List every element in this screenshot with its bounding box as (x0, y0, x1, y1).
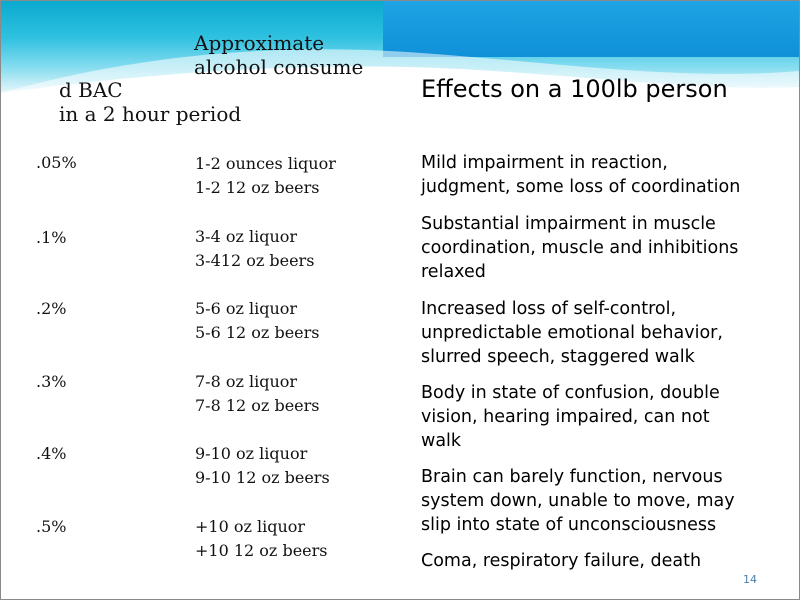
amount-liquor: 1-2 ounces liquor (195, 154, 336, 173)
effect-line: relaxed (421, 262, 486, 282)
header-effects-column: Effects on a 100lb person (421, 75, 728, 103)
amount-beer: 1-2 12 oz beers (195, 178, 320, 197)
effect-line: Brain can barely function, nervous (421, 467, 723, 487)
bac-value: .5% (36, 517, 67, 536)
amount-cell: 1-2 ounces liquor 1-2 12 oz beers (195, 152, 336, 200)
effect-description: Body in state of confusion, double visio… (421, 381, 720, 453)
page-number: 14 (743, 573, 757, 586)
bac-value: .1% (36, 228, 67, 247)
header-bac-line1: d BAC (59, 78, 123, 102)
effect-line: judgment, some loss of coordination (421, 177, 741, 197)
amount-beer: 5-6 12 oz beers (195, 323, 320, 342)
effect-line: Coma, respiratory failure, death (421, 551, 702, 571)
effect-line: Increased loss of self-control, (421, 299, 677, 319)
effect-line: vision, hearing impaired, can not (421, 407, 710, 427)
header-amount-line2: alcohol consume (194, 55, 364, 79)
effect-line: Mild impairment in reaction, (421, 153, 668, 173)
amount-cell: 5-6 oz liquor 5-6 12 oz beers (195, 297, 319, 345)
amount-cell: 7-8 oz liquor 7-8 12 oz beers (195, 370, 319, 418)
header-stripe (383, 1, 799, 57)
effect-line: Body in state of confusion, double (421, 383, 720, 403)
amount-beer: +10 12 oz beers (195, 541, 328, 560)
effect-description: Coma, respiratory failure, death (421, 549, 701, 573)
amount-liquor: 9-10 oz liquor (195, 444, 308, 463)
bac-value: .3% (36, 372, 67, 391)
effect-line: walk (421, 431, 462, 451)
header-bac-line2: in a 2 hour period (59, 102, 242, 126)
effect-line: unpredictable emotional behavior, (421, 323, 723, 343)
effect-description: Mild impairment in reaction, judgment, s… (421, 151, 740, 199)
amount-liquor: 3-4 oz liquor (195, 227, 298, 246)
effect-description: Increased loss of self-control, unpredic… (421, 297, 723, 369)
amount-beer: 7-8 12 oz beers (195, 396, 320, 415)
amount-cell: 9-10 oz liquor 9-10 12 oz beers (195, 442, 330, 490)
bac-value: .05% (36, 153, 77, 172)
header-bac-column: d BAC in a 2 hour period (59, 78, 241, 126)
effect-line: system down, unable to move, may (421, 491, 735, 511)
effect-line: Substantial impairment in muscle (421, 214, 716, 234)
amount-cell: +10 oz liquor +10 12 oz beers (195, 515, 327, 563)
amount-liquor: +10 oz liquor (195, 517, 306, 536)
bac-value: .4% (36, 444, 67, 463)
header-amount-column: Approximate alcohol consume (194, 31, 363, 79)
effect-line: coordination, muscle and inhibitions (421, 238, 739, 258)
effect-description: Brain can barely function, nervous syste… (421, 465, 735, 537)
amount-liquor: 7-8 oz liquor (195, 372, 298, 391)
amount-cell: 3-4 oz liquor 3-412 oz beers (195, 225, 314, 273)
header-wave-decoration (1, 49, 799, 93)
effect-line: slip into state of unconsciousness (421, 515, 717, 535)
bac-value: .2% (36, 299, 67, 318)
effect-line: slurred speech, staggered walk (421, 347, 695, 367)
amount-liquor: 5-6 oz liquor (195, 299, 298, 318)
amount-beer: 3-412 oz beers (195, 251, 315, 270)
amount-beer: 9-10 12 oz beers (195, 468, 330, 487)
header-amount-line1: Approximate (194, 31, 325, 55)
effect-description: Substantial impairment in muscle coordin… (421, 212, 738, 284)
